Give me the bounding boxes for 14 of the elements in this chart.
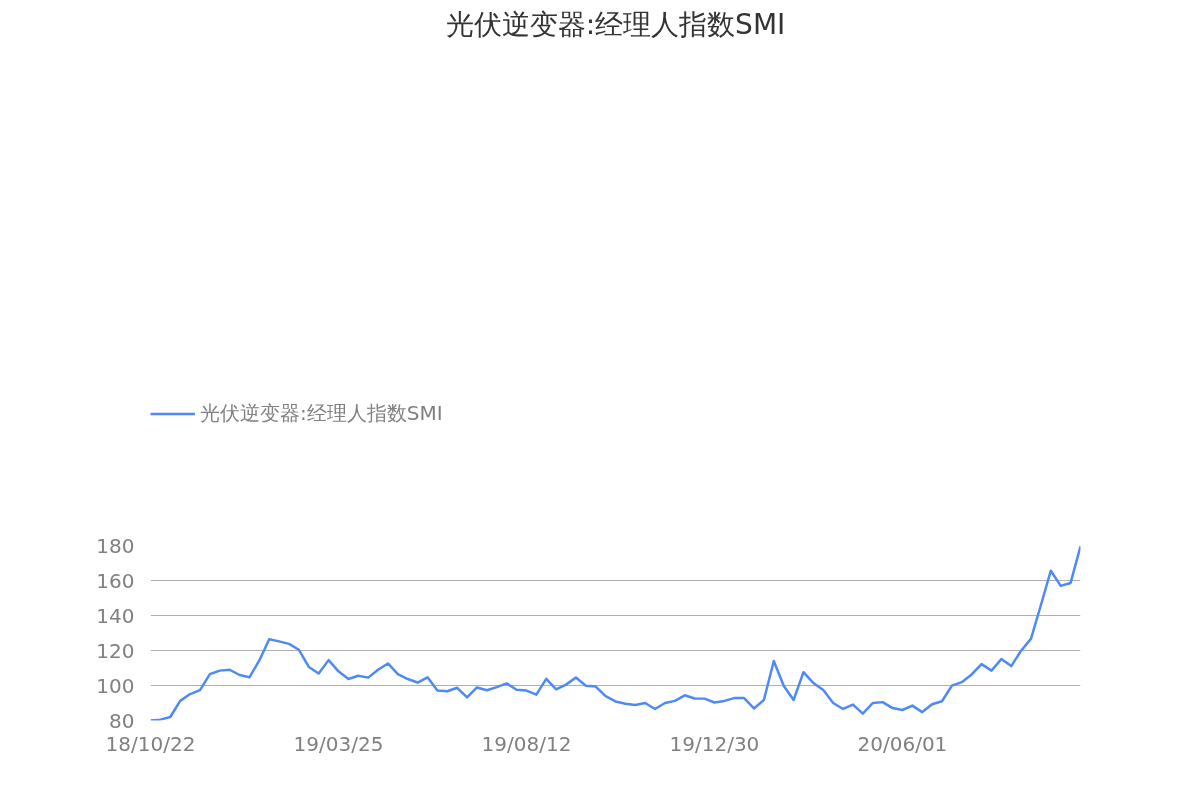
y-tick-label: 100 [96, 673, 135, 698]
x-tick-label: 19/03/25 [293, 731, 384, 756]
x-tick-label: 19/12/30 [669, 731, 760, 756]
legend-label: 光伏逆变器:经理人指数SMI [200, 399, 443, 427]
x-tick-label: 20/06/01 [857, 731, 948, 756]
x-tick-label: 18/10/22 [105, 731, 196, 756]
y-tick-label: 120 [96, 638, 135, 663]
line-series [150, 545, 1081, 721]
y-tick-label: 140 [96, 603, 135, 628]
y-tick-label: 160 [96, 568, 135, 593]
y-tick-label: 80 [109, 708, 135, 733]
y-tick-label: 180 [96, 533, 135, 558]
x-tick-label: 19/08/12 [481, 731, 572, 756]
chart-title: 光伏逆变器:经理人指数SMI [445, 7, 786, 41]
